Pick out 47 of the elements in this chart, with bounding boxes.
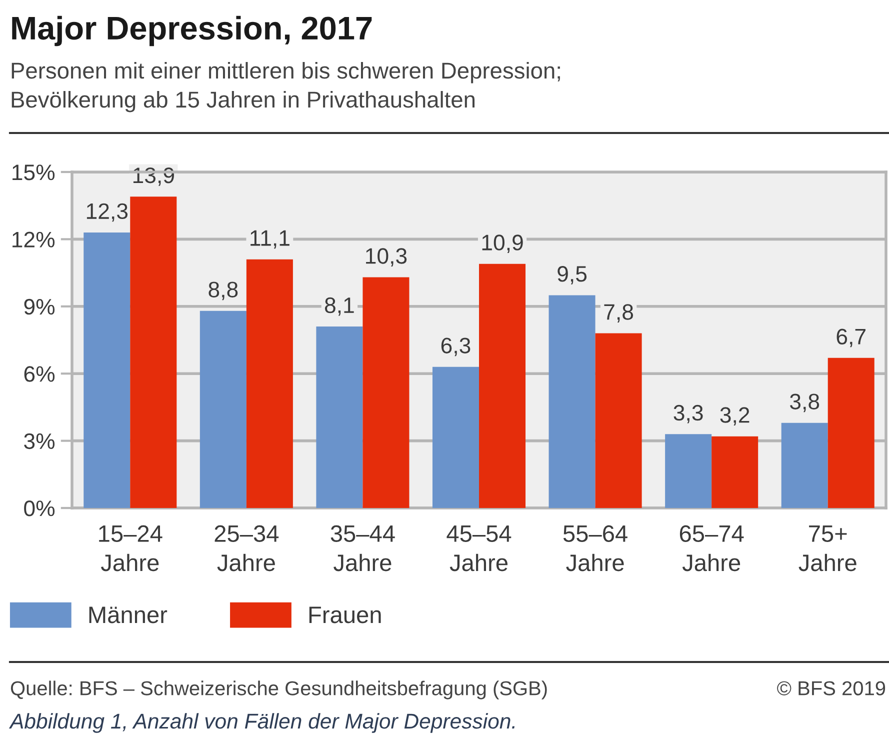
bar xyxy=(316,326,363,508)
y-tick-label: 15% xyxy=(12,164,55,180)
x-tick-label: 75+ Jahre xyxy=(798,526,856,572)
bar xyxy=(479,264,526,508)
x-tick-label: 35–44 Jahre xyxy=(330,525,395,572)
data-label: 3,8 xyxy=(790,394,820,412)
source-note: Quelle: BFS – Schweizerische Gesundheitsbefragung (SGB) xyxy=(10,680,547,700)
y-tick-label: 6% xyxy=(24,366,55,382)
bar xyxy=(781,422,828,508)
data-label: 7,8 xyxy=(604,304,634,322)
legend-label: Frauen xyxy=(309,606,381,624)
x-tick-label: 55–64 Jahre xyxy=(563,525,628,572)
data-label: 6,7 xyxy=(836,328,866,348)
data-label: 10,9 xyxy=(482,234,523,254)
x-tick-label: 45–54 Jahre xyxy=(446,526,512,572)
y-tick-label: 12% xyxy=(12,232,55,248)
data-label: 8,8 xyxy=(208,282,238,300)
legend-label: Männer xyxy=(89,606,168,624)
data-label: 6,3 xyxy=(441,338,470,356)
bar xyxy=(828,358,874,508)
bar xyxy=(362,277,410,508)
bar xyxy=(595,333,642,508)
bar xyxy=(246,259,293,508)
chart-title: Major Depression, 2017 xyxy=(12,16,372,46)
data-label: 3,2 xyxy=(720,407,750,426)
bar xyxy=(130,196,177,508)
y-tick-label: 0% xyxy=(24,500,55,516)
data-label: 8,1 xyxy=(324,297,354,316)
bar xyxy=(712,436,758,508)
x-tick-label: 65–74 Jahre xyxy=(680,525,744,572)
y-tick-label: 3% xyxy=(24,433,55,450)
x-tick-label: 15–24 Jahre xyxy=(99,525,162,572)
bar xyxy=(432,366,479,508)
data-label: 12,3 xyxy=(86,203,128,222)
x-tick-label: 25–34 Jahre xyxy=(214,525,279,572)
bar xyxy=(665,434,712,508)
bar xyxy=(548,295,596,508)
text: Abbildung 1, Anzahl von Fällen der Major Depression. xyxy=(8,713,515,733)
data-label: 11,1 xyxy=(250,230,290,249)
text: © BFS 2019 xyxy=(777,681,886,696)
bar xyxy=(84,232,130,508)
chart-subtitle: Personen mit einer mittleren bis schweren Depression; Bevölkerung ab 15 Jahren in Privathaushalten xyxy=(12,62,560,112)
data-label: 10,3 xyxy=(366,248,407,266)
bar xyxy=(200,310,246,508)
y-tick-label: 9% xyxy=(24,298,55,315)
data-label: 3,3 xyxy=(674,404,703,424)
data-label: 9,5 xyxy=(558,266,587,284)
